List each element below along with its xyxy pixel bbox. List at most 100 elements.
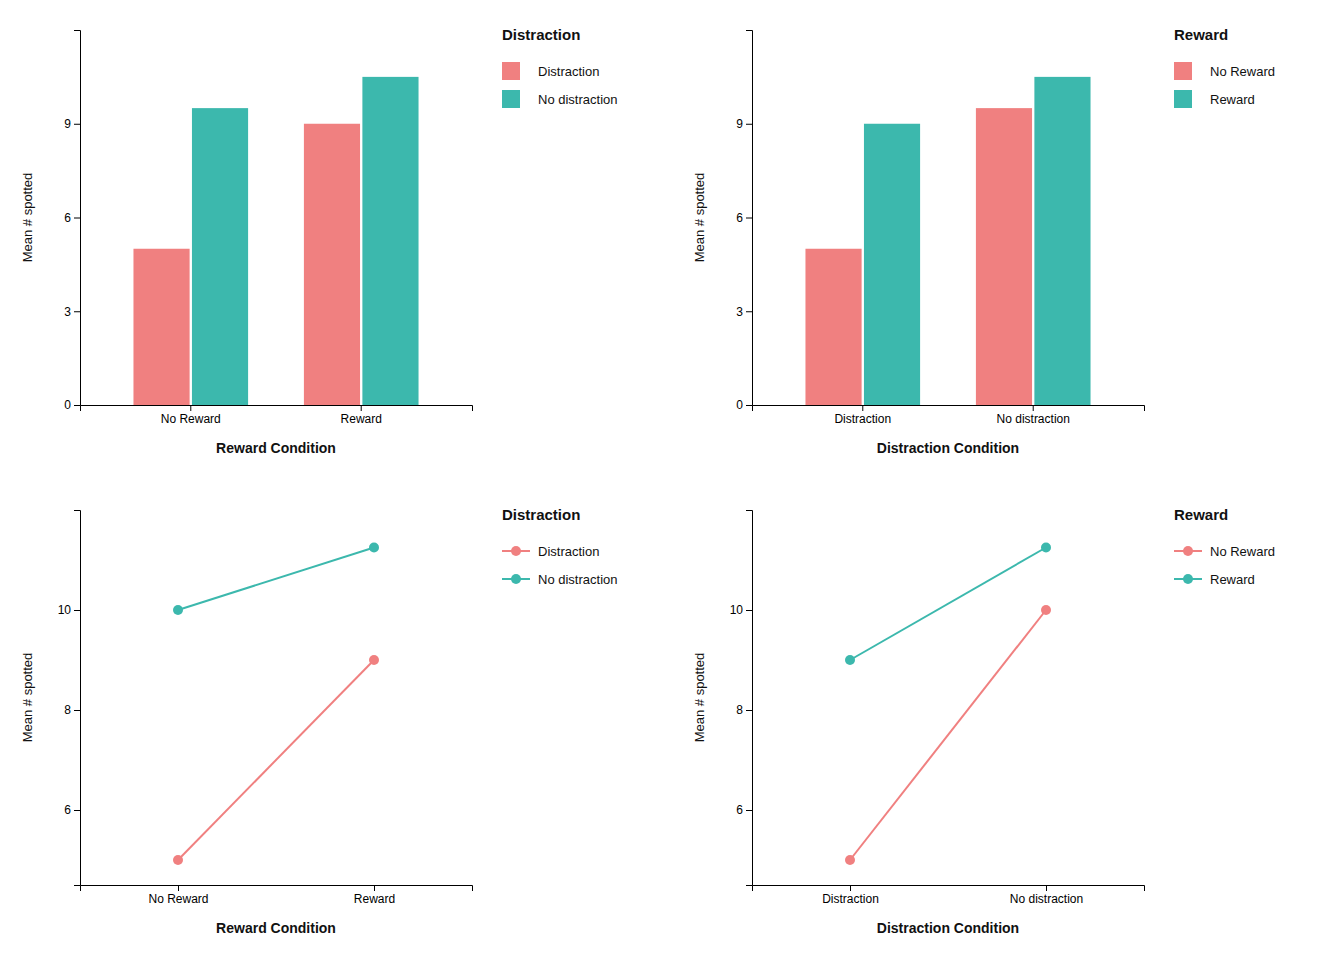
legend-label: No Reward: [1210, 64, 1275, 79]
plot-area: [173, 543, 379, 866]
x-axis-title: Distraction Condition: [877, 920, 1019, 936]
line: [178, 660, 374, 860]
tick-mark: [74, 311, 80, 312]
tick-label: 9: [736, 117, 743, 131]
bar-series: [192, 77, 419, 405]
legend-title: Distraction: [502, 26, 580, 43]
y-tick: 6: [736, 211, 752, 225]
x-tick: No Reward: [161, 405, 221, 426]
tick-label: 8: [64, 703, 71, 717]
bar: [133, 249, 189, 405]
y-axis: 0 3 6 9: [736, 31, 752, 413]
tick-mark: [746, 710, 752, 711]
axis-line: [74, 31, 81, 406]
legend-marker: [1183, 546, 1193, 556]
tick-mark: [746, 405, 752, 406]
marker: [173, 855, 183, 865]
legend-label: No Reward: [1210, 544, 1275, 559]
legend-swatch: [1174, 90, 1192, 108]
figure: 0 3 6 9 No Reward Reward Reward Condition Mean …: [0, 0, 1344, 960]
y-tick: 0: [736, 398, 752, 412]
tick-mark: [74, 810, 80, 811]
legend: Reward No Reward Reward: [1174, 506, 1275, 587]
y-tick: 8: [736, 703, 752, 717]
legend-label: Distraction: [538, 544, 599, 559]
tick-label: 0: [736, 398, 743, 412]
marker: [173, 605, 183, 615]
y-axis-title: Mean # spotted: [692, 173, 707, 263]
marker: [369, 655, 379, 665]
marker: [1041, 605, 1051, 615]
tick-mark: [374, 885, 375, 891]
tick-mark: [1046, 885, 1047, 891]
marker: [1041, 543, 1051, 553]
legend-swatch: [502, 90, 520, 108]
tick-label: 9: [64, 117, 71, 131]
y-tick: 10: [58, 603, 80, 617]
tick-label: No Reward: [148, 892, 208, 906]
x-axis: No Reward Reward: [81, 405, 473, 426]
y-tick: 9: [64, 117, 80, 131]
bar: [362, 77, 418, 405]
legend-item: Reward: [1174, 572, 1255, 587]
x-tick: Distraction: [834, 405, 891, 426]
chart: 0 3 6 9 Distraction No distraction Distraction…: [692, 26, 1275, 456]
line: [850, 610, 1046, 860]
y-axis-title: Mean # spotted: [692, 653, 707, 743]
tick-mark: [1033, 405, 1034, 411]
x-tick: No distraction: [1010, 885, 1083, 906]
y-axis-title: Mean # spotted: [20, 653, 35, 743]
legend-item: No Reward: [1174, 62, 1275, 80]
y-axis-title: Mean # spotted: [20, 173, 35, 263]
y-axis: 0369: [64, 31, 80, 413]
y-axis: 6810: [58, 511, 81, 886]
x-tick: No distraction: [997, 405, 1070, 426]
legend-item: No distraction: [502, 572, 617, 587]
legend-title: Reward: [1174, 26, 1228, 43]
y-tick: 6: [64, 211, 80, 225]
tick-label: No distraction: [997, 412, 1070, 426]
legend-title: Reward: [1174, 506, 1228, 523]
tick-label: Reward: [341, 412, 382, 426]
legend-label: No distraction: [538, 92, 617, 107]
bar-series: [805, 108, 1032, 405]
legend-label: Reward: [1210, 92, 1255, 107]
tick-label: 6: [736, 211, 743, 225]
tick-label: 0: [64, 398, 71, 412]
tick-label: 10: [58, 603, 72, 617]
x-tick: Reward: [341, 405, 382, 426]
legend-item: Distraction: [502, 62, 599, 80]
y-tick: 9: [736, 117, 752, 131]
plot-area: [845, 543, 1051, 866]
tick-mark: [746, 810, 752, 811]
axis-line: [74, 511, 81, 886]
axis-line: [746, 511, 753, 886]
tick-mark: [190, 405, 191, 411]
x-axis-title: Distraction Condition: [877, 440, 1019, 456]
tick-label: No distraction: [1010, 892, 1083, 906]
legend-item: Reward: [1174, 90, 1255, 108]
tick-label: 8: [736, 703, 743, 717]
legend-label: No distraction: [538, 572, 617, 587]
tick-label: Reward: [354, 892, 395, 906]
bar: [192, 108, 248, 405]
legend-item: Distraction: [502, 544, 599, 559]
tick-mark: [361, 405, 362, 411]
axis-line: [753, 406, 1145, 412]
x-axis-title: Reward Condition: [216, 440, 336, 456]
tick-mark: [746, 311, 752, 312]
axis-line: [753, 886, 1145, 892]
bar: [304, 124, 360, 405]
tick-label: 3: [736, 305, 743, 319]
bar: [1034, 77, 1090, 405]
chart: 6810DistractionNo distractionDistraction…: [692, 506, 1275, 936]
marker: [845, 855, 855, 865]
y-tick: 10: [730, 603, 752, 617]
x-tick: Reward: [354, 885, 395, 906]
legend-label: Distraction: [538, 64, 599, 79]
tick-mark: [746, 218, 752, 219]
y-tick: 8: [64, 703, 80, 717]
line: [850, 548, 1046, 661]
y-axis: 6810: [730, 511, 753, 886]
x-tick: Distraction: [822, 885, 879, 906]
